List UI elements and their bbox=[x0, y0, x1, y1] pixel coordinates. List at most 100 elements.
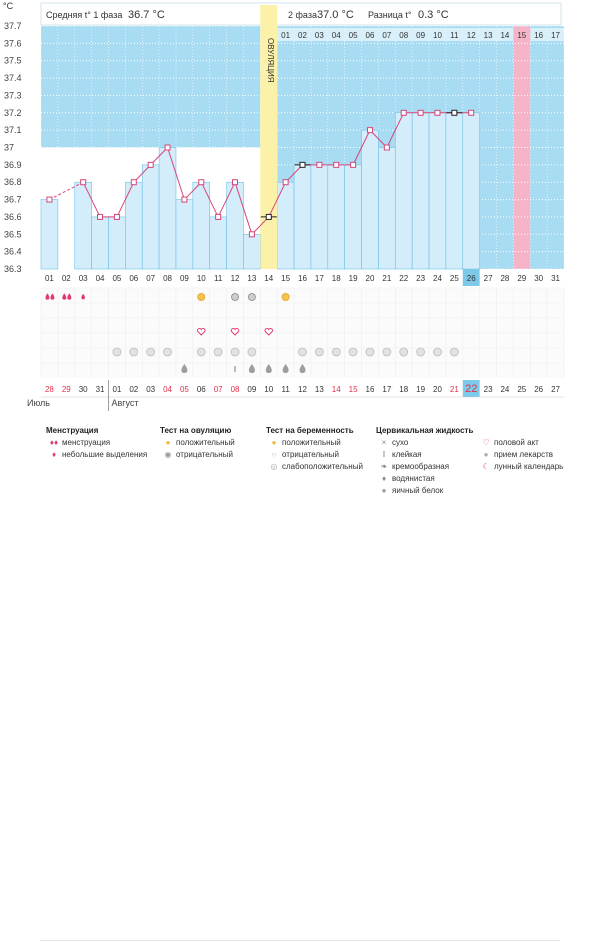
cycle-day-label[interactable]: 02 bbox=[62, 274, 71, 283]
heart-icon bbox=[197, 328, 206, 336]
legend-cervical-title: Цервикальная жидкость bbox=[376, 426, 474, 435]
temperature-bar bbox=[411, 112, 430, 270]
sticky-icon: I bbox=[382, 450, 386, 459]
temperature-point bbox=[147, 161, 154, 168]
calendar-date[interactable]: 24 bbox=[500, 385, 509, 394]
phase2-day-label: 03 bbox=[315, 31, 324, 40]
cycle-day-label[interactable]: 31 bbox=[551, 274, 560, 283]
sticky-icon: I bbox=[234, 365, 236, 374]
cycle-day-label[interactable]: 27 bbox=[484, 274, 493, 283]
calendar-date[interactable]: 17 bbox=[382, 385, 391, 394]
phase2-value: 37.0 °C bbox=[317, 9, 354, 21]
calendar-date[interactable]: 04 bbox=[163, 385, 172, 394]
calendar-date[interactable]: 12 bbox=[298, 385, 307, 394]
calendar-date[interactable]: 06 bbox=[197, 385, 206, 394]
cycle-day-label[interactable]: 09 bbox=[180, 274, 189, 283]
phase2-day-label: 02 bbox=[298, 31, 307, 40]
cycle-day-label[interactable]: 10 bbox=[197, 274, 206, 283]
cycle-day-label[interactable]: 17 bbox=[315, 274, 324, 283]
cycle-day-label[interactable]: 14 bbox=[264, 274, 273, 283]
calendar-date[interactable]: 09 bbox=[247, 385, 256, 394]
cycle-day-label[interactable]: 03 bbox=[79, 274, 88, 283]
calendar-date[interactable]: 20 bbox=[433, 385, 442, 394]
temperature-point bbox=[333, 161, 340, 168]
temperature-bar bbox=[209, 216, 227, 270]
medication-icon bbox=[230, 347, 240, 357]
cycle-day-label[interactable]: 16 bbox=[298, 274, 307, 283]
temperature-bar bbox=[361, 129, 379, 270]
calendar-date[interactable]: 02 bbox=[129, 385, 138, 394]
calendar-date[interactable]: 22 bbox=[465, 383, 477, 395]
phase2-day-label: 11 bbox=[450, 31, 459, 40]
phase2-day-highlight bbox=[513, 28, 531, 41]
legend-spotting-item: ♦ небольшие выделения bbox=[46, 449, 147, 461]
cycle-day-label[interactable]: 19 bbox=[349, 274, 358, 283]
cycle-day-label[interactable]: 12 bbox=[231, 274, 240, 283]
cycle-day-label[interactable]: 25 bbox=[450, 274, 459, 283]
calendar-date[interactable]: 18 bbox=[399, 385, 408, 394]
cycle-day-label[interactable]: 06 bbox=[129, 274, 138, 283]
calendar-date[interactable]: 05 bbox=[180, 385, 189, 394]
sun-icon: ● bbox=[271, 438, 277, 447]
y-tick-label: 37.6 bbox=[4, 38, 22, 48]
pill-icon: ● bbox=[483, 450, 489, 459]
cycle-day-label[interactable]: 22 bbox=[399, 274, 408, 283]
cycle-day-label[interactable]: 29 bbox=[517, 274, 526, 283]
legend-cervical-dry: × сухо bbox=[376, 437, 473, 449]
cycle-day-label[interactable]: 28 bbox=[500, 274, 509, 283]
calendar-date[interactable]: 31 bbox=[96, 385, 105, 394]
calendar-date[interactable]: 30 bbox=[79, 385, 88, 394]
legend: Менструация ♦♦ менструация ♦ небольшие выд… bbox=[0, 424, 600, 941]
y-tick-label: 37.7 bbox=[4, 21, 22, 31]
cycle-day-label[interactable]: 07 bbox=[146, 274, 155, 283]
calendar-date[interactable]: 01 bbox=[112, 385, 121, 394]
temperature-point bbox=[113, 213, 120, 220]
calendar-date[interactable]: 21 bbox=[450, 385, 459, 394]
calendar-date[interactable]: 15 bbox=[349, 385, 358, 394]
cycle-day-label[interactable]: 20 bbox=[366, 274, 375, 283]
calendar-date[interactable]: 14 bbox=[332, 385, 341, 394]
y-tick-label: 37.1 bbox=[4, 125, 22, 135]
calendar-date[interactable]: 03 bbox=[146, 385, 155, 394]
cycle-day-label[interactable]: 05 bbox=[112, 274, 121, 283]
calendar-date[interactable]: 16 bbox=[366, 385, 375, 394]
calendar-date[interactable]: 11 bbox=[281, 385, 290, 394]
creamy-icon: ❧ bbox=[380, 462, 388, 471]
cycle-day-label[interactable]: 11 bbox=[214, 274, 223, 283]
temperature-point bbox=[130, 179, 137, 186]
calendar-date[interactable]: 19 bbox=[416, 385, 425, 394]
calendar-date[interactable]: 07 bbox=[214, 385, 223, 394]
calendar-date[interactable]: 28 bbox=[45, 385, 54, 394]
cycle-day-label[interactable]: 23 bbox=[416, 274, 425, 283]
cycle-day-label[interactable]: 21 bbox=[382, 274, 391, 283]
cycle-day-label[interactable]: 26 bbox=[467, 274, 476, 283]
phase2-day-label: 17 bbox=[551, 31, 560, 40]
calendar-date[interactable]: 13 bbox=[315, 385, 324, 394]
phase2-day-label: 16 bbox=[534, 31, 543, 40]
drop-icon: ♦♦ bbox=[49, 438, 59, 447]
medication-icon bbox=[399, 347, 409, 357]
egg-drop-icon: ● bbox=[381, 486, 387, 495]
cycle-day-label[interactable]: 04 bbox=[96, 274, 105, 283]
cycle-day-label[interactable]: 15 bbox=[281, 274, 290, 283]
calendar-date[interactable]: 10 bbox=[264, 385, 273, 394]
medication-icon bbox=[196, 347, 206, 357]
calendar-date[interactable]: 23 bbox=[484, 385, 493, 394]
cycle-day-label[interactable]: 18 bbox=[332, 274, 341, 283]
cycle-day-label[interactable]: 01 bbox=[45, 274, 54, 283]
moon-icon: ☾ bbox=[482, 462, 490, 471]
calendar-date[interactable]: 25 bbox=[517, 385, 526, 394]
calendar-date[interactable]: 27 bbox=[551, 385, 560, 394]
calendar-date[interactable]: 29 bbox=[62, 385, 71, 394]
calendar-date[interactable]: 26 bbox=[534, 385, 543, 394]
cycle-day-label[interactable]: 08 bbox=[163, 274, 172, 283]
cycle-day-label[interactable]: 13 bbox=[247, 274, 256, 283]
diff-label: Разница t° bbox=[368, 10, 412, 20]
cycle-day-label[interactable]: 30 bbox=[534, 274, 543, 283]
calendar-date[interactable]: 08 bbox=[231, 385, 240, 394]
temperature-point bbox=[383, 144, 390, 151]
cycle-day-label[interactable]: 24 bbox=[433, 274, 442, 283]
medication-icon bbox=[314, 347, 324, 357]
weak-circle-icon: ◎ bbox=[270, 462, 278, 471]
